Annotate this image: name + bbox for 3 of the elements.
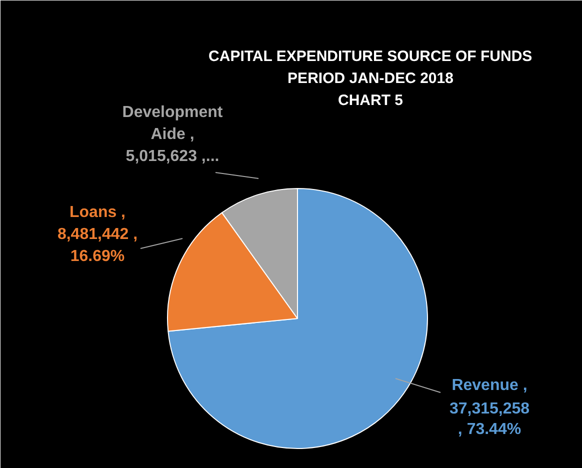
slice-label: Revenue , 37,315,258 , 73.44% <box>449 377 530 438</box>
slice-label: Development Aide , 5,015,623 ,... <box>122 104 224 165</box>
slice-label: Loans , 8,481,442 , 16.69% <box>57 204 138 265</box>
